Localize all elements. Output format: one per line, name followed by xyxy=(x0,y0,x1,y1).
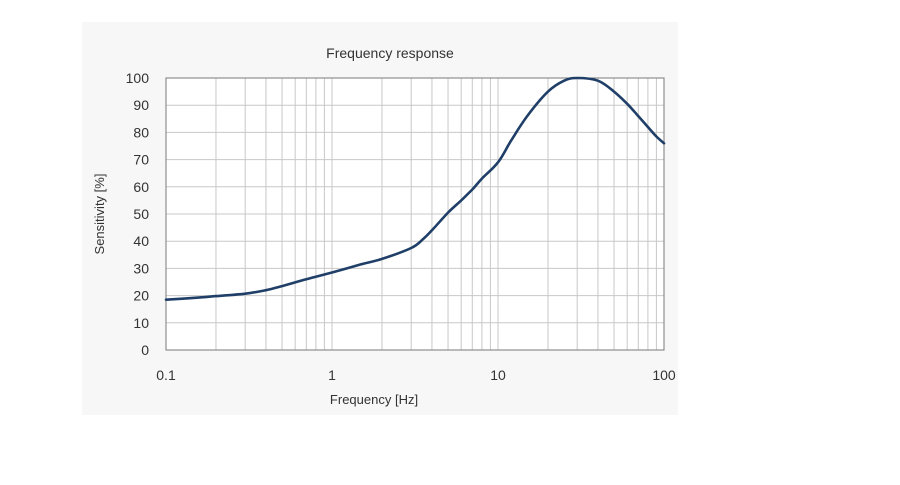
y-tick-label: 0 xyxy=(141,342,149,358)
y-tick-label: 70 xyxy=(133,152,149,168)
x-tick-label: 100 xyxy=(652,367,676,383)
y-tick-label: 30 xyxy=(133,260,149,276)
y-tick-label: 10 xyxy=(133,315,149,331)
y-tick-label: 100 xyxy=(126,70,150,86)
x-axis-label: Frequency [Hz] xyxy=(330,392,418,407)
y-tick-label: 80 xyxy=(133,124,149,140)
series-line xyxy=(164,76,666,301)
x-tick-label: 10 xyxy=(490,367,506,383)
x-axis-ticks: 0.1 1 10 100 xyxy=(156,367,676,383)
plot-border xyxy=(165,77,665,351)
x-tick-label: 1 xyxy=(328,367,336,383)
x-tick-label: 0.1 xyxy=(156,367,176,383)
series-group xyxy=(164,76,666,301)
grid-lines xyxy=(165,77,664,351)
y-tick-label: 90 xyxy=(133,97,149,113)
y-axis-label: Sensitivity [%] xyxy=(92,174,107,255)
y-tick-label: 60 xyxy=(133,179,149,195)
y-tick-label: 50 xyxy=(133,206,149,222)
chart-title: Frequency response xyxy=(326,45,454,61)
y-axis-ticks: 0 10 20 30 40 50 60 70 80 90 100 xyxy=(126,70,150,358)
y-tick-label: 20 xyxy=(133,288,149,304)
y-tick-label: 40 xyxy=(133,233,149,249)
